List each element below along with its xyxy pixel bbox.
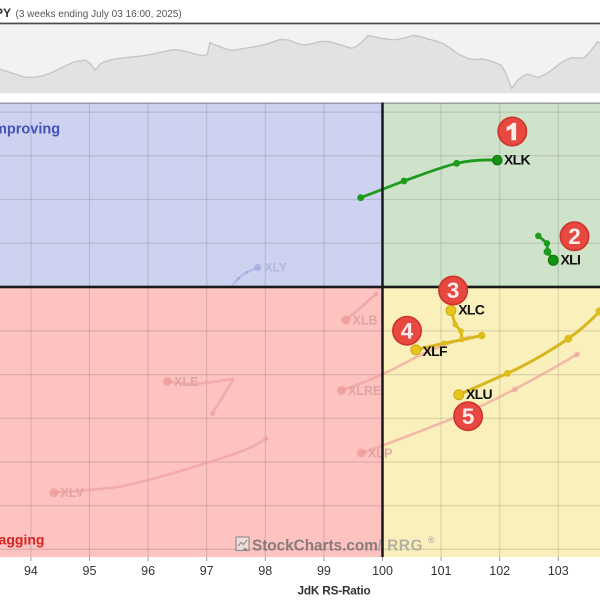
svg-text:100: 100 (372, 564, 393, 578)
svg-text:95: 95 (83, 564, 97, 578)
svg-text:SPY: SPY (0, 6, 11, 20)
svg-text:XLV: XLV (61, 486, 85, 500)
svg-text:103: 103 (548, 564, 569, 578)
svg-text:96: 96 (141, 564, 155, 578)
svg-text:94: 94 (24, 564, 38, 578)
svg-text:XLC: XLC (458, 302, 484, 318)
svg-text:Lagging: Lagging (0, 532, 44, 548)
svg-text:XLY: XLY (265, 261, 287, 275)
svg-text:Improving: Improving (0, 122, 60, 138)
svg-text:101: 101 (431, 564, 452, 578)
svg-text:99: 99 (317, 564, 331, 578)
svg-text:®: ® (428, 535, 435, 545)
svg-text:JdK RS-Ratio: JdK RS-Ratio (298, 584, 371, 598)
svg-text:97: 97 (200, 564, 214, 578)
svg-text:StockCharts.com: StockCharts.com (252, 538, 378, 555)
svg-text:XLE: XLE (174, 375, 198, 389)
svg-text:XLK: XLK (504, 152, 530, 168)
svg-text:5: 5 (462, 404, 475, 429)
svg-text:XLRE: XLRE (348, 384, 381, 398)
svg-text:XLB: XLB (353, 314, 378, 328)
svg-text:(3 weeks ending July 03 16:00,: (3 weeks ending July 03 16:00, 2025) (16, 9, 182, 20)
svg-text:XLI: XLI (561, 252, 581, 268)
svg-text:/ RRG: / RRG (378, 538, 424, 555)
svg-text:98: 98 (258, 564, 272, 578)
svg-text:XLP: XLP (368, 447, 392, 461)
svg-text:3: 3 (447, 278, 460, 303)
svg-text:XLU: XLU (466, 386, 492, 402)
svg-text:102: 102 (489, 564, 510, 578)
svg-text:2: 2 (568, 224, 581, 249)
svg-text:XLF: XLF (423, 343, 448, 359)
svg-text:4: 4 (401, 318, 414, 343)
